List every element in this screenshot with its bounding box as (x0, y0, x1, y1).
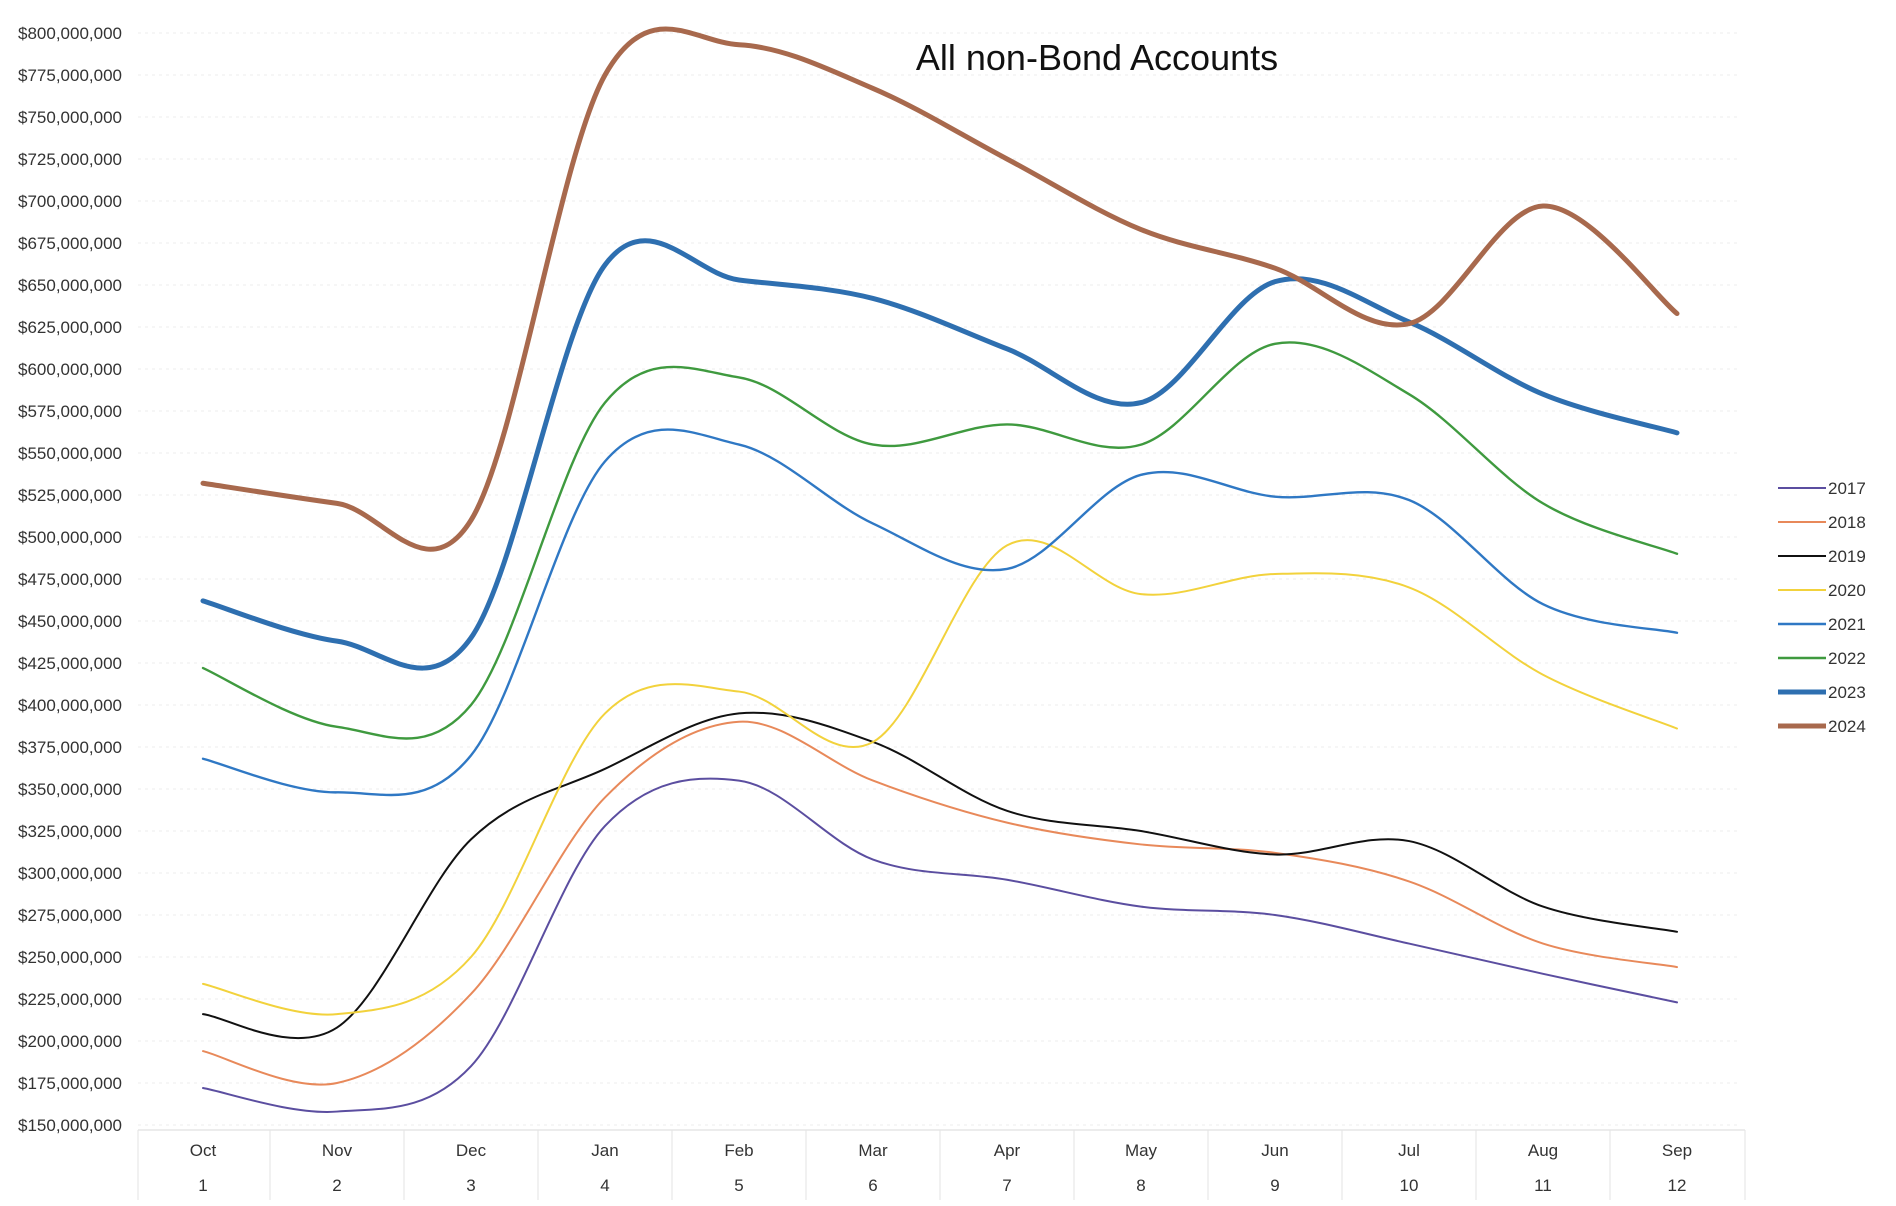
series-line-2019 (202, 711, 1678, 1039)
y-tick-label: $775,000,000 (18, 66, 122, 85)
y-tick-label: $450,000,000 (18, 612, 122, 631)
series-line-2020 (202, 539, 1678, 1016)
y-tick-label: $800,000,000 (18, 24, 122, 43)
y-tick-label: $400,000,000 (18, 696, 122, 715)
x-tick-month: Sep (1662, 1141, 1692, 1160)
series-line-2021 (201, 428, 1679, 797)
y-tick-label: $700,000,000 (18, 192, 122, 211)
y-tick-label: $675,000,000 (18, 234, 122, 253)
x-tick-index: 9 (1270, 1176, 1279, 1195)
x-tick-month: Feb (724, 1141, 753, 1160)
legend-label-2020: 2020 (1828, 581, 1866, 600)
x-tick-index: 7 (1002, 1176, 1011, 1195)
y-tick-label: $600,000,000 (18, 360, 122, 379)
y-tick-label: $175,000,000 (18, 1074, 122, 1093)
series-line-2017 (202, 777, 1678, 1113)
x-tick-index: 8 (1136, 1176, 1145, 1195)
x-tick-month: Mar (858, 1141, 888, 1160)
y-tick-label: $550,000,000 (18, 444, 122, 463)
y-tick-label: $650,000,000 (18, 276, 122, 295)
y-tick-label: $300,000,000 (18, 864, 122, 883)
y-axis: $150,000,000 $175,000,000 $200,000,000 $225… (18, 24, 122, 1135)
x-tick-month: Jan (591, 1141, 618, 1160)
x-tick-index: 3 (466, 1176, 475, 1195)
y-tick-label: $200,000,000 (18, 1032, 122, 1051)
y-tick-label: $475,000,000 (18, 570, 122, 589)
x-tick-month: Jun (1261, 1141, 1288, 1160)
y-tick-label: $275,000,000 (18, 906, 122, 925)
y-tick-label: $725,000,000 (18, 150, 122, 169)
x-tick-month: Apr (994, 1141, 1021, 1160)
x-tick-index: 10 (1400, 1176, 1419, 1195)
legend-label-2018: 2018 (1828, 513, 1866, 532)
chart-title: All non-Bond Accounts (916, 37, 1278, 78)
x-tick-month: Aug (1528, 1141, 1558, 1160)
y-tick-label: $225,000,000 (18, 990, 122, 1009)
x-tick-month: Jul (1398, 1141, 1420, 1160)
y-tick-label: $750,000,000 (18, 108, 122, 127)
legend-label-2017: 2017 (1828, 479, 1866, 498)
y-tick-label: $500,000,000 (18, 528, 122, 547)
x-tick-index: 4 (600, 1176, 609, 1195)
series-line-2018 (202, 720, 1678, 1086)
legend-label-2021: 2021 (1828, 615, 1866, 634)
legend-label-2022: 2022 (1828, 649, 1866, 668)
x-tick-index: 11 (1534, 1176, 1552, 1195)
x-tick-index: 1 (198, 1176, 207, 1195)
legend-label-2024: 2024 (1828, 717, 1866, 736)
y-tick-label: $325,000,000 (18, 822, 122, 841)
x-tick-index: 5 (734, 1176, 743, 1195)
x-tick-index: 6 (868, 1176, 877, 1195)
y-tick-label: $525,000,000 (18, 486, 122, 505)
y-tick-label: $350,000,000 (18, 780, 122, 799)
legend-label-2019: 2019 (1828, 547, 1866, 566)
series-line-2022 (201, 341, 1679, 740)
x-tick-month: Oct (190, 1141, 217, 1160)
y-tick-label: $625,000,000 (18, 318, 122, 337)
y-tick-label: $375,000,000 (18, 738, 122, 757)
y-tick-label: $575,000,000 (18, 402, 122, 421)
y-tick-label: $150,000,000 (18, 1116, 122, 1135)
x-tick-index: 12 (1668, 1176, 1687, 1195)
x-tick-index: 2 (332, 1176, 341, 1195)
legend: 2017 2018 2019 2020 2021 2022 2023 2024 (1778, 479, 1866, 736)
legend-label-2023: 2023 (1828, 683, 1866, 702)
x-tick-month: May (1125, 1141, 1158, 1160)
grid-lines (138, 32, 1740, 1126)
series-line-2023 (200, 238, 1680, 671)
y-tick-label: $250,000,000 (18, 948, 122, 967)
x-tick-month: Nov (322, 1141, 353, 1160)
series-lines (200, 26, 1680, 1113)
series-line-2024 (200, 26, 1680, 552)
x-tick-month: Dec (456, 1141, 487, 1160)
x-axis: Oct 1 Nov 2 Dec 3 Jan 4 Feb 5 Mar 6 Apr 7 May 8 Jun 9 Jul 1… (137, 1129, 1746, 1200)
y-tick-label: $425,000,000 (18, 654, 122, 673)
